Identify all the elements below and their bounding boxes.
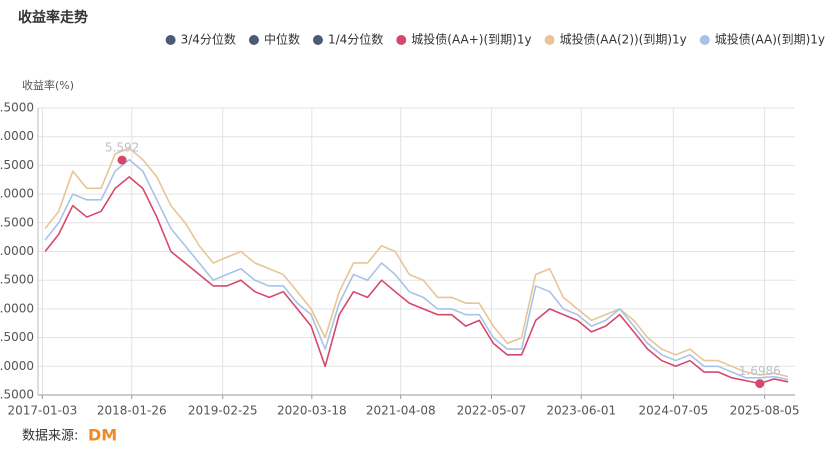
legend-swatch (699, 35, 710, 45)
y-tick-label: 6.5000 (0, 101, 34, 115)
legend-swatch (396, 35, 407, 45)
x-tick-label: 2021-04-08 (366, 404, 436, 418)
legend-swatch (312, 35, 323, 45)
source-label: 数据来源: (22, 429, 78, 444)
legend-swatch (544, 35, 555, 45)
y-tick-label: 1.5000 (0, 388, 34, 402)
y-tick-label: 5.0000 (0, 187, 34, 201)
legend-label: 城投债(AA)(到期)1y (715, 32, 825, 47)
y-tick-label: 3.0000 (0, 301, 34, 315)
chart-title: 收益率走势 (18, 9, 88, 26)
x-tick-label: 2022-05-07 (457, 404, 527, 418)
y-tick-label: 6.0000 (0, 129, 34, 143)
annotation-label: 5.592 (105, 141, 139, 155)
y-tick-label: 3.5000 (0, 273, 34, 287)
series-line (44, 147, 789, 378)
y-tick-label: 4.5000 (0, 215, 34, 229)
y-axis-label: 收益率(%) (22, 78, 74, 92)
source-logo: DM (88, 426, 117, 445)
x-tick-label: 2025-08-05 (730, 404, 800, 418)
legend-label: 城投债(AA+)(到期)1y (411, 32, 531, 47)
y-tick-label: 2.0000 (0, 359, 34, 373)
legend-label: 1/4分位数 (328, 32, 383, 47)
x-tick-label: 2019-02-25 (188, 404, 258, 418)
y-tick-label: 2.5000 (0, 330, 34, 344)
series-line (44, 176, 789, 385)
series-line (44, 158, 789, 381)
x-tick-label: 2018-01-26 (97, 404, 167, 418)
x-tick-label: 2024-07-05 (639, 404, 709, 418)
legend-label: 3/4分位数 (181, 32, 236, 47)
x-tick-label: 2023-06-01 (546, 404, 616, 418)
legend-swatch (165, 35, 176, 45)
annotation-label: 1.6986 (739, 364, 781, 378)
y-tick-label: 5.5000 (0, 158, 34, 172)
annotation-dot (117, 155, 127, 165)
x-tick-label: 2017-01-03 (8, 404, 78, 418)
legend-swatch (248, 35, 259, 45)
y-tick-label: 4.0000 (0, 244, 34, 258)
x-tick-label: 2020-03-18 (277, 404, 347, 418)
legend-label: 中位数 (264, 32, 300, 47)
annotation-dot (755, 379, 765, 389)
legend-label: 城投债(AA(2))(到期)1y (560, 32, 687, 47)
